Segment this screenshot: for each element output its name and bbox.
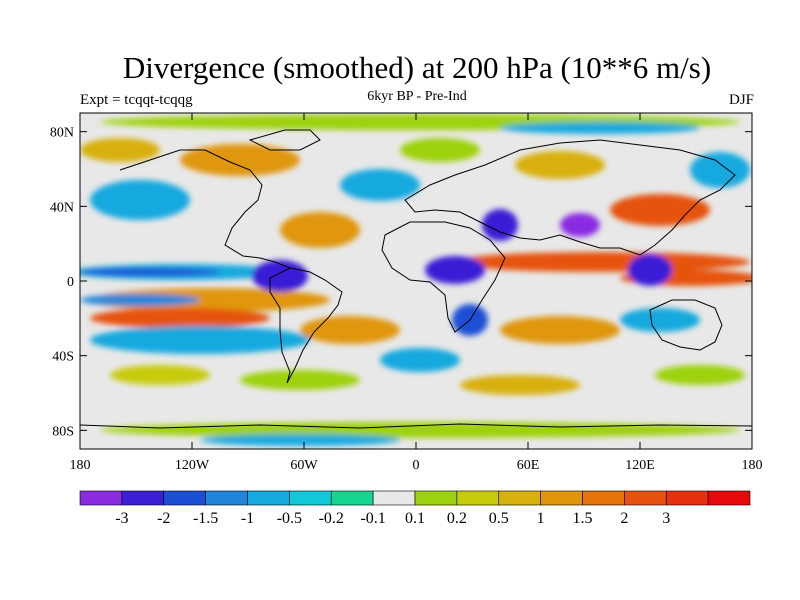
- colorbar-swatch: [498, 490, 541, 506]
- field-patch: [80, 268, 220, 276]
- lat-tick-label: 40N: [50, 200, 74, 215]
- colorbar-swatch: [414, 490, 458, 506]
- colorbar-label: -3: [115, 510, 128, 527]
- colorbar-swatch: [79, 490, 123, 506]
- colorbar-swatch: [665, 490, 709, 506]
- colorbar-swatch: [330, 490, 374, 506]
- colorbar-swatch: [205, 490, 248, 506]
- field-patch: [500, 122, 700, 134]
- colorbar-label: -0.1: [360, 510, 385, 527]
- field-patch: [628, 254, 672, 286]
- colorbar: -3 -2 -1.5 -1 -0.5 -0.2 -0.1 0.1 0.2 0.5 1 1.5 2 3: [79, 490, 751, 527]
- lon-tick-label: 180: [742, 458, 763, 473]
- coastline-north-america: [119, 149, 291, 269]
- field-patch: [110, 365, 210, 385]
- colorbar-swatch: [163, 490, 206, 506]
- coastline-greenland: [248, 129, 321, 151]
- field-patch: [690, 152, 750, 188]
- colorbar-label: 0.2: [447, 510, 467, 527]
- colorbar-swatch: [582, 490, 625, 506]
- experiment-label: Expt = tcqqt-tcqqg: [80, 92, 193, 108]
- field-patch: [90, 326, 310, 354]
- lat-tick-label: 80S: [52, 424, 74, 439]
- colorbar-swatch: [456, 490, 500, 506]
- colorbar-swatch: [289, 490, 332, 506]
- field-patch: [620, 308, 700, 332]
- lon-tick-label: 60E: [517, 458, 540, 473]
- coastline-south-america: [269, 267, 343, 384]
- period-label: 6kyr BP - Pre-Ind: [367, 89, 467, 104]
- colorbar-swatch: [247, 490, 290, 506]
- field-patch: [400, 138, 480, 162]
- field-patch: [380, 348, 460, 372]
- field-patch: [80, 138, 160, 162]
- field-patch: [80, 294, 200, 306]
- chart-title: Divergence (smoothed) at 200 hPa (10**6 …: [122, 50, 712, 85]
- latitude-axis: 80N 40N 0 40S 80S: [50, 126, 752, 439]
- colorbar-swatch: [372, 490, 416, 506]
- lon-tick-label: 0: [413, 458, 420, 473]
- lon-tick-label: 60W: [290, 458, 318, 473]
- field-patch: [500, 316, 620, 344]
- colorbar-label: 0.5: [489, 510, 509, 527]
- field-patch: [450, 252, 750, 272]
- field-patch: [340, 169, 420, 201]
- field-patch: [240, 370, 360, 390]
- map-area: [80, 113, 752, 449]
- lat-tick-label: 40S: [52, 350, 74, 365]
- colorbar-swatch: [707, 490, 751, 506]
- colorbar-swatch: [121, 490, 165, 506]
- colorbar-label: -2: [157, 510, 170, 527]
- field-patch: [482, 209, 518, 241]
- coastlines: [80, 129, 752, 429]
- lat-tick-label: 0: [67, 275, 74, 290]
- field-patch: [252, 260, 308, 292]
- field-patch: [90, 308, 270, 328]
- field-patch: [515, 151, 605, 179]
- season-label: DJF: [728, 92, 754, 108]
- divergence-field: [80, 114, 752, 446]
- field-patch: [90, 288, 330, 312]
- field-patch: [90, 180, 190, 220]
- field-patch: [300, 316, 400, 344]
- coastline-antarctica: [80, 423, 752, 429]
- field-patch: [100, 422, 740, 438]
- field-patch: [425, 256, 485, 284]
- colorbar-label: -0.2: [319, 510, 344, 527]
- colorbar-label: 3: [662, 510, 670, 527]
- colorbar-label: 1.5: [573, 510, 593, 527]
- coastline-eurasia: [404, 139, 736, 256]
- lon-tick-label: 180: [70, 458, 91, 473]
- colorbar-label: -0.5: [277, 510, 302, 527]
- field-patch: [280, 212, 360, 248]
- field-patch: [610, 194, 710, 226]
- longitude-axis: 180 120W 60W 0 60E 120E 180: [70, 113, 763, 473]
- colorbar-label: -1.5: [193, 510, 218, 527]
- colorbar-swatch: [540, 490, 583, 506]
- colorbar-label: -1: [241, 510, 254, 527]
- field-patch: [655, 365, 745, 385]
- lat-tick-label: 80N: [50, 126, 74, 141]
- field-patch: [460, 375, 580, 395]
- coastline-australia: [649, 299, 723, 351]
- colorbar-label: 2: [620, 510, 628, 527]
- coastline-africa: [381, 221, 506, 333]
- field-patch: [560, 213, 600, 237]
- lon-tick-label: 120W: [175, 458, 210, 473]
- lon-tick-label: 120E: [625, 458, 655, 473]
- field-patch: [180, 144, 300, 176]
- colorbar-label: 0.1: [405, 510, 425, 527]
- colorbar-swatch: [624, 490, 667, 506]
- colorbar-label: 1: [537, 510, 545, 527]
- field-patch: [200, 434, 400, 446]
